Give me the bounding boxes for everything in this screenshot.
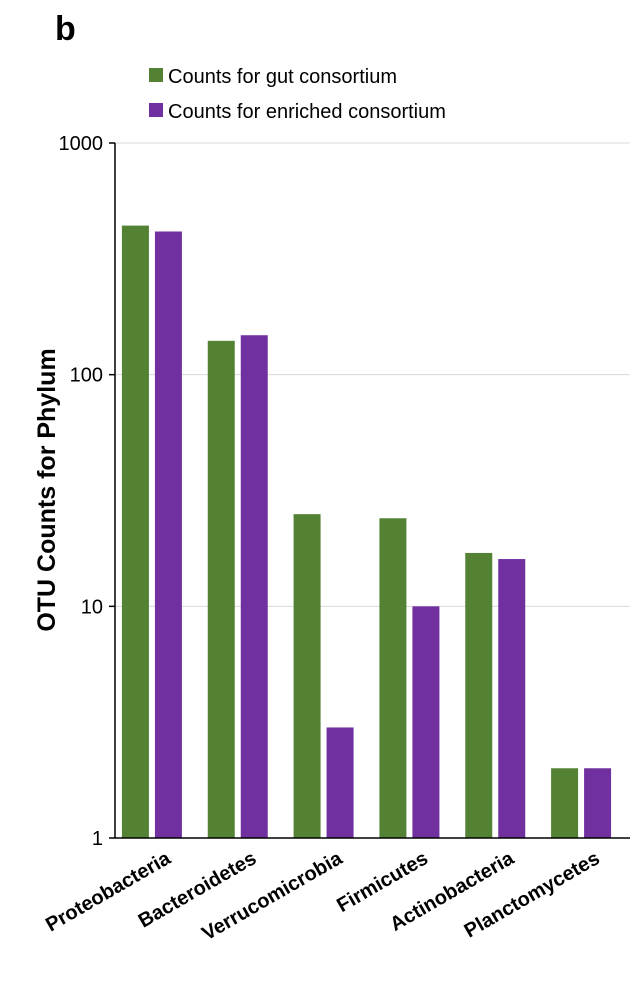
bar-gut [465,552,493,838]
bar-enriched [584,768,612,838]
axes [109,142,630,839]
y-tick-label: 1 [92,828,103,850]
bar-enriched [412,606,440,838]
y-tick-label: 100 [70,365,103,387]
gridlines [115,142,630,607]
legend-swatch-enriched [149,103,163,117]
x-category-labels: ProteobacteriaBacteroidetesVerrucomicrob… [42,847,603,945]
y-tick-label: 1000 [59,133,104,155]
bar-enriched [326,727,354,838]
bar-gut [379,518,407,838]
bar-gut [293,514,321,838]
x-category-label: Verrucomicrobia [198,847,346,945]
bars [121,225,612,839]
legend: Counts for gut consortium Counts for enr… [149,66,446,123]
legend-swatch-gut [149,68,163,82]
y-tick-labels: 1 10 100 1000 [59,133,104,850]
bar-enriched [498,559,526,838]
y-tick-label: 10 [81,596,103,618]
y-axis-title: OTU Counts for Phylum [33,348,61,631]
legend-label-gut: Counts for gut consortium [168,66,397,88]
bar-gut [207,340,235,838]
legend-label-enriched: Counts for enriched consortium [168,101,446,123]
panel-label: b [55,10,76,48]
bar-gut [551,768,579,838]
bar-enriched [154,231,182,838]
bar-enriched [240,335,268,838]
bar-gut [121,225,149,839]
